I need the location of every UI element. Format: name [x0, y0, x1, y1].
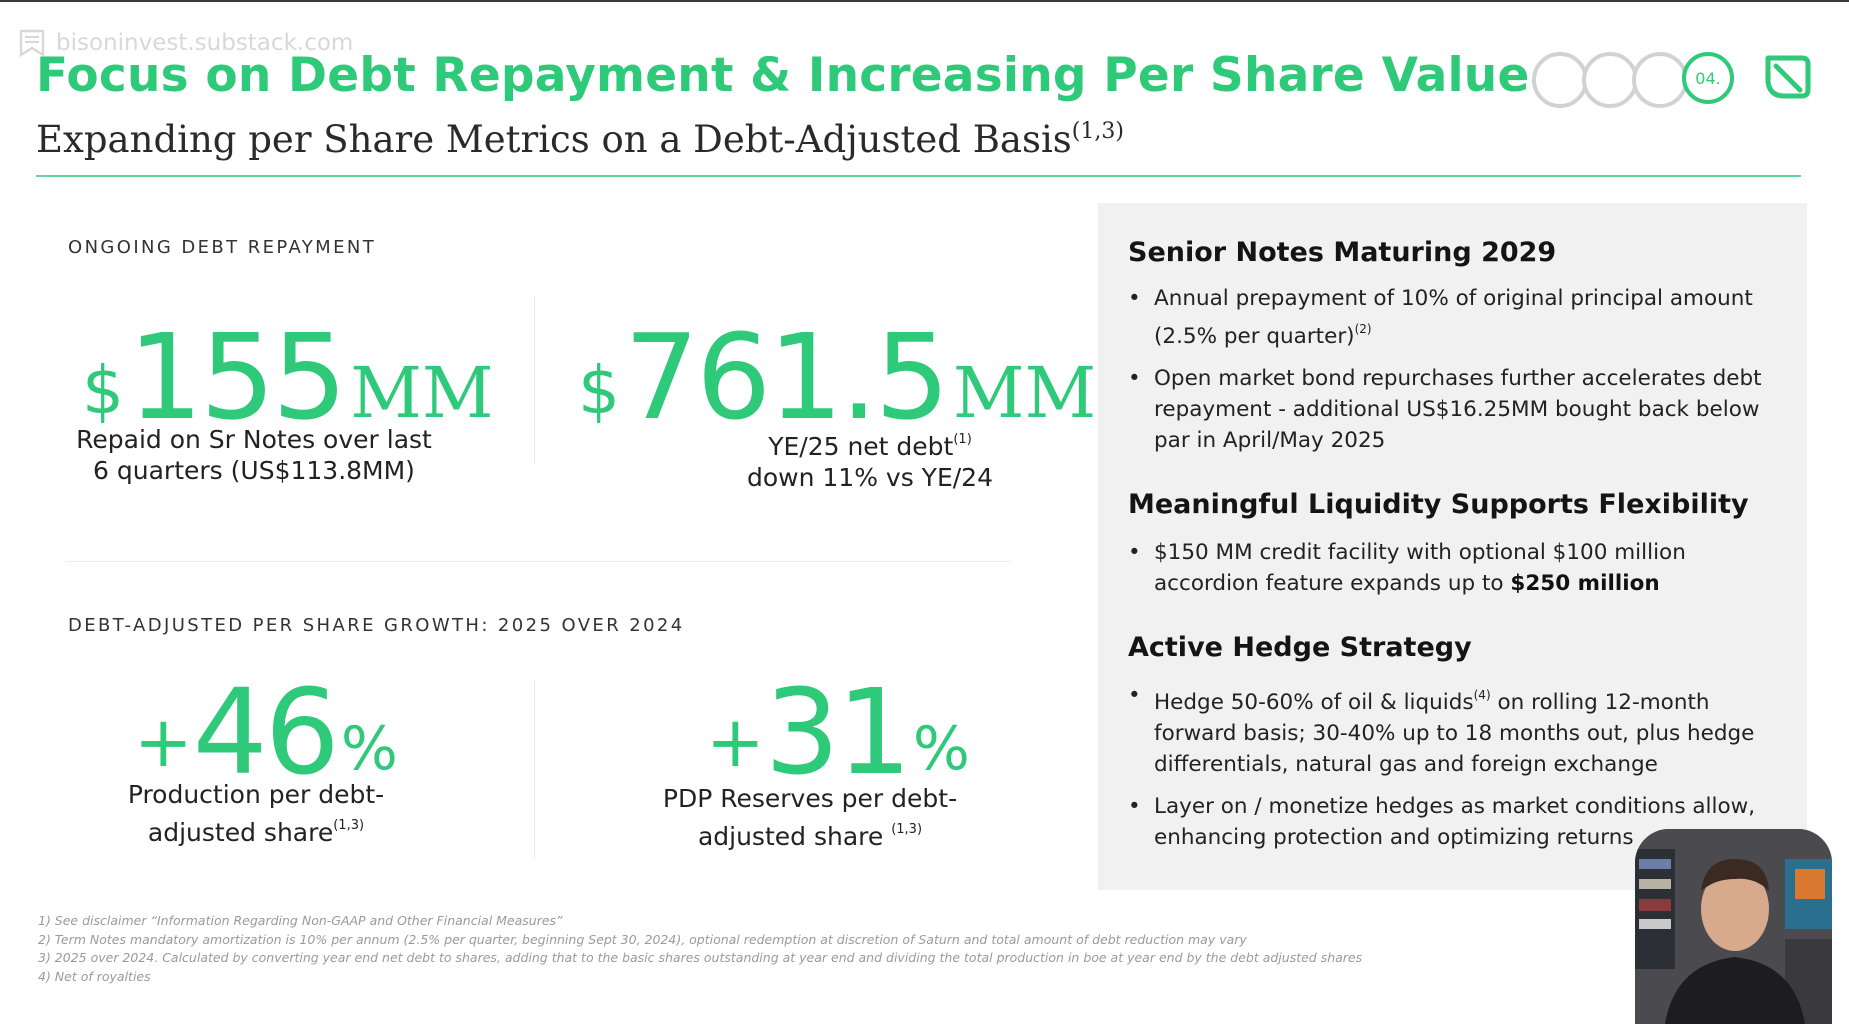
footnote-ref: (4): [1473, 688, 1491, 702]
net-debt-metric: $ 761.5 MM: [578, 318, 1096, 436]
currency-symbol: $: [82, 352, 124, 429]
section-dot-current: 04.: [1682, 52, 1734, 104]
bullet-emphasis: $250 million: [1510, 571, 1660, 596]
senior-notes-bullet-1: Annual prepayment of 10% of original pri…: [1128, 283, 1788, 352]
liquidity-heading: Meaningful Liquidity Supports Flexibilit…: [1128, 489, 1749, 520]
hedge-heading: Active Hedge Strategy: [1128, 632, 1472, 663]
metric-unit: %: [340, 714, 398, 784]
footnote-1: 1) See disclaimer “Information Regarding…: [38, 913, 563, 928]
metric-unit: MM: [350, 352, 494, 434]
caption-line: PDP Reserves per debt-: [662, 784, 958, 813]
hedge-bullet-1: Hedge 50-60% of oil & liquids(4) on roll…: [1128, 680, 1788, 780]
footnote-2: 2) Term Notes mandatory amortization is …: [38, 931, 1247, 947]
metric-value: 761.5: [624, 308, 950, 446]
top-border: [0, 0, 1849, 2]
presenter-webcam: [1635, 829, 1832, 1024]
caption-line: Production per debt-: [127, 780, 385, 809]
debt-section-label: ONGOING DEBT REPAYMENT: [68, 237, 377, 258]
bullet-text: on rolling 12-month forward basis; 30-40…: [1154, 690, 1755, 777]
production-growth-metric: + 46 %: [134, 673, 398, 791]
caption-line: down 11% vs YE/24: [747, 463, 993, 492]
section-divider: [66, 561, 1010, 562]
caption-text: YE/25 net debt: [768, 432, 954, 461]
section-dot-1: [1532, 52, 1588, 108]
details-panel: Senior Notes Maturing 2029 Annual prepay…: [1098, 203, 1807, 890]
growth-section-label: DEBT-ADJUSTED PER SHARE GROWTH: 2025 OVE…: [68, 615, 685, 636]
footnote-ref: (1,3): [891, 822, 923, 837]
bullet-text: Hedge 50-60% of oil & liquids: [1154, 690, 1474, 715]
metric-value: 46: [192, 663, 340, 801]
net-debt-caption: YE/25 net debt(1) down 11% vs YE/24: [650, 424, 1090, 493]
section-progress: 04.: [1532, 50, 1734, 108]
section-dot-3: [1632, 52, 1688, 108]
bullet-text: (2.5% per quarter): [1154, 324, 1355, 349]
reserves-growth-caption: PDP Reserves per debt- adjusted share (1…: [610, 783, 1010, 852]
footnote-4: 4) Net of royalties: [38, 968, 151, 984]
production-growth-caption: Production per debt- adjusted share(1,3): [66, 779, 446, 848]
metric-divider: [534, 680, 535, 858]
footnote-ref: (1,3): [333, 818, 365, 833]
metric-unit: MM: [952, 352, 1097, 434]
caption-line: adjusted share (1,3): [610, 814, 1010, 852]
caption-line: Repaid on Sr Notes over last: [76, 425, 432, 454]
liquidity-bullet: $150 MM credit facility with optional $1…: [1128, 537, 1788, 599]
debt-repaid-metric: $ 155 MM: [82, 318, 494, 436]
footnote-3: 3) 2025 over 2024. Calculated by convert…: [38, 950, 1363, 965]
caption-line: YE/25 net debt(1): [650, 424, 1090, 462]
brand-logo-icon: [1765, 55, 1811, 99]
caption-text: adjusted share: [697, 822, 892, 851]
reserves-growth-metric: + 31 %: [706, 673, 970, 791]
footnotes: 1) See disclaimer “Information Regarding…: [38, 912, 1438, 986]
subtitle-text: Expanding per Share Metrics on a Debt-Ad…: [36, 118, 1072, 161]
bullet-text: $150 MM credit facility with optional $1…: [1154, 540, 1686, 596]
caption-line: 6 quarters (US$113.8MM): [93, 456, 415, 485]
senior-notes-heading: Senior Notes Maturing 2029: [1128, 237, 1557, 268]
caption-text: adjusted share: [147, 818, 334, 847]
footnote-ref: (2): [1354, 322, 1372, 336]
metric-unit: %: [912, 714, 970, 784]
section-dot-2: [1582, 52, 1638, 108]
currency-symbol: $: [578, 352, 620, 429]
bullet-text: Annual prepayment of 10% of original pri…: [1154, 286, 1753, 311]
header-divider: [36, 175, 1801, 177]
plus-sign: +: [706, 701, 765, 783]
senior-notes-bullet-2: Open market bond repurchases further acc…: [1128, 363, 1788, 456]
watermark-text: bisoninvest.substack.com: [56, 30, 354, 56]
plus-sign: +: [134, 701, 193, 783]
metric-value: 155: [128, 308, 347, 446]
subtitle-footnote-ref: (1,3): [1071, 119, 1124, 144]
caption-line: adjusted share(1,3): [66, 810, 446, 848]
footnote-ref: (1): [953, 432, 972, 447]
page-title: Focus on Debt Repayment & Increasing Per…: [36, 48, 1530, 103]
presenter-video-frame: [1635, 829, 1832, 1024]
metric-value: 31: [764, 663, 912, 801]
hedge-bullet-2: Layer on / monetize hedges as market con…: [1128, 791, 1788, 853]
bookmark-icon: [19, 29, 45, 58]
debt-repaid-caption: Repaid on Sr Notes over last 6 quarters …: [36, 424, 472, 486]
metric-divider: [534, 295, 535, 465]
watermark: bisoninvest.substack.com: [18, 28, 353, 58]
page-subtitle: Expanding per Share Metrics on a Debt-Ad…: [36, 118, 1124, 161]
